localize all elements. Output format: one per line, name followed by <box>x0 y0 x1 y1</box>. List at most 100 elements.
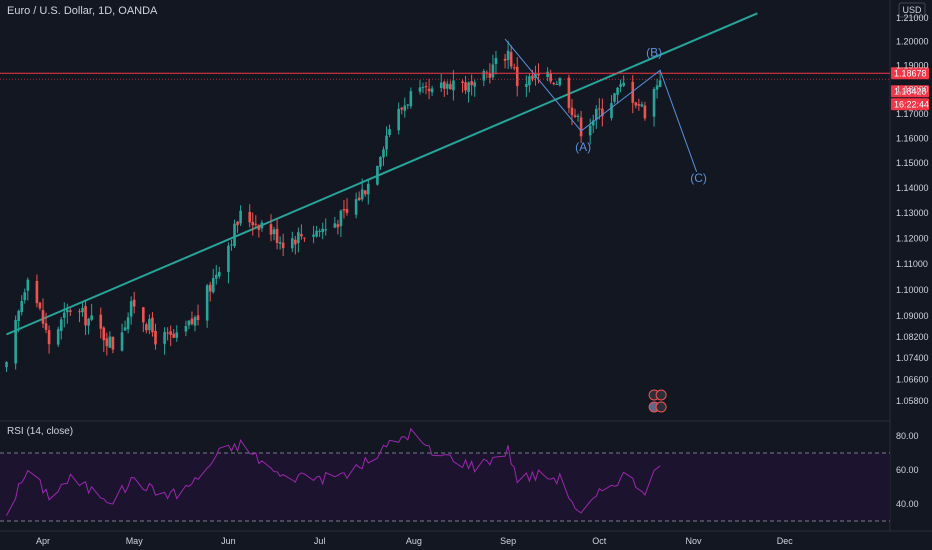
bear-candle <box>99 307 103 339</box>
candle-body <box>652 88 656 117</box>
event-marker-icon <box>655 389 667 401</box>
candle-body <box>275 228 279 243</box>
price-tick-label: 1.17000 <box>896 109 929 119</box>
ascending-trendline <box>6 12 758 336</box>
candle-body <box>354 199 358 215</box>
bear-candle <box>145 322 148 334</box>
bull-candle <box>120 323 124 352</box>
candle-body <box>44 323 48 330</box>
bear-candle <box>257 224 261 238</box>
bear-candle <box>485 70 489 79</box>
rsi-line <box>6 427 661 516</box>
candle-body <box>300 234 303 237</box>
price-tick-label: 1.10000 <box>896 285 929 295</box>
bear-candle <box>449 80 452 90</box>
price-tick-label: 1.06600 <box>896 375 929 385</box>
candle-body <box>640 104 644 107</box>
candle-body <box>482 70 486 81</box>
candle-body <box>111 336 115 350</box>
candle-body <box>120 332 124 351</box>
bear-candle <box>38 301 42 311</box>
bull-candle <box>108 331 112 348</box>
bull-candle <box>87 317 90 335</box>
bull-candle <box>576 113 580 122</box>
candle-body <box>342 209 346 211</box>
candle-body <box>421 86 425 88</box>
candle-body <box>324 229 328 231</box>
last-price-tag: 1.18428 <box>891 85 929 98</box>
bull-candle <box>26 277 30 301</box>
bear-candle <box>47 325 51 354</box>
price-tick-label: 1.16000 <box>896 133 929 143</box>
candle-body <box>446 83 449 89</box>
candle-body <box>196 315 200 320</box>
candle-body <box>528 76 531 86</box>
candle-body <box>208 284 212 292</box>
bull-candle <box>56 326 60 347</box>
candle-body <box>230 244 233 246</box>
bull-candle <box>17 309 20 333</box>
candle-body <box>184 326 188 332</box>
candle-body <box>108 336 112 348</box>
bull-candle <box>473 79 476 97</box>
candle-body <box>148 319 151 331</box>
candle-body <box>655 85 659 90</box>
bull-candle <box>439 73 443 92</box>
candle-body <box>211 278 215 293</box>
candle-body <box>175 332 179 338</box>
candle-body <box>591 120 595 126</box>
rsi-tick-label: 40.00 <box>896 499 919 509</box>
candle-body <box>409 91 413 107</box>
bear-candle <box>643 101 647 121</box>
last-price-tag-text: 1.18428 <box>894 86 927 96</box>
time-tick-label: Oct <box>592 536 607 546</box>
time-axis[interactable]: Apr May Jun Jul Aug Sep Oct Nov Dec <box>36 536 793 546</box>
candle-body <box>123 327 127 331</box>
bull-candle <box>446 80 449 95</box>
candle-body <box>406 104 410 106</box>
bull-candle <box>321 222 324 240</box>
price-tick-label: 1.18000 <box>896 85 929 95</box>
candles <box>5 40 662 372</box>
candle-body <box>14 319 17 364</box>
symbol-title[interactable]: Euro / U.S. Dollar, 1D, OANDA <box>7 5 158 17</box>
time-tick-label: Nov <box>686 536 703 546</box>
bull-candle <box>230 239 233 251</box>
bull-candle <box>5 361 8 372</box>
bull-candle <box>528 73 531 93</box>
candle-body <box>467 82 470 93</box>
price-tick-label: 1.09000 <box>896 311 929 321</box>
candle-body <box>23 292 27 301</box>
candle-body <box>424 86 428 88</box>
bull-candle <box>233 219 236 249</box>
bull-candle <box>148 314 151 335</box>
rsi-band <box>0 453 890 521</box>
candle-body <box>303 237 306 239</box>
price-tick-label: 1.14000 <box>896 183 929 193</box>
candle-body <box>506 50 510 60</box>
bear-candle <box>357 191 361 202</box>
candle-body <box>525 83 528 87</box>
candle-body <box>470 81 473 86</box>
candle-body <box>658 80 662 87</box>
last-price-tag-bg <box>891 85 929 98</box>
bear-candle <box>44 312 48 334</box>
rsi-title[interactable]: RSI (14, close) <box>7 426 74 437</box>
bear-candle <box>579 110 583 143</box>
bull-candle <box>376 165 379 186</box>
bull-candle <box>594 105 598 129</box>
candle-body <box>190 318 194 325</box>
candle-body <box>59 319 63 331</box>
candle-body <box>442 81 446 89</box>
bear-candle <box>509 45 513 70</box>
bull-candle <box>467 81 470 103</box>
candle-body <box>84 306 87 326</box>
price-tick-label: 1.05800 <box>896 396 929 406</box>
bear-candle <box>567 74 571 113</box>
candle-body <box>218 271 221 277</box>
bear-candle <box>281 233 285 257</box>
bull-candle <box>23 288 27 304</box>
bear-candle <box>461 79 464 93</box>
